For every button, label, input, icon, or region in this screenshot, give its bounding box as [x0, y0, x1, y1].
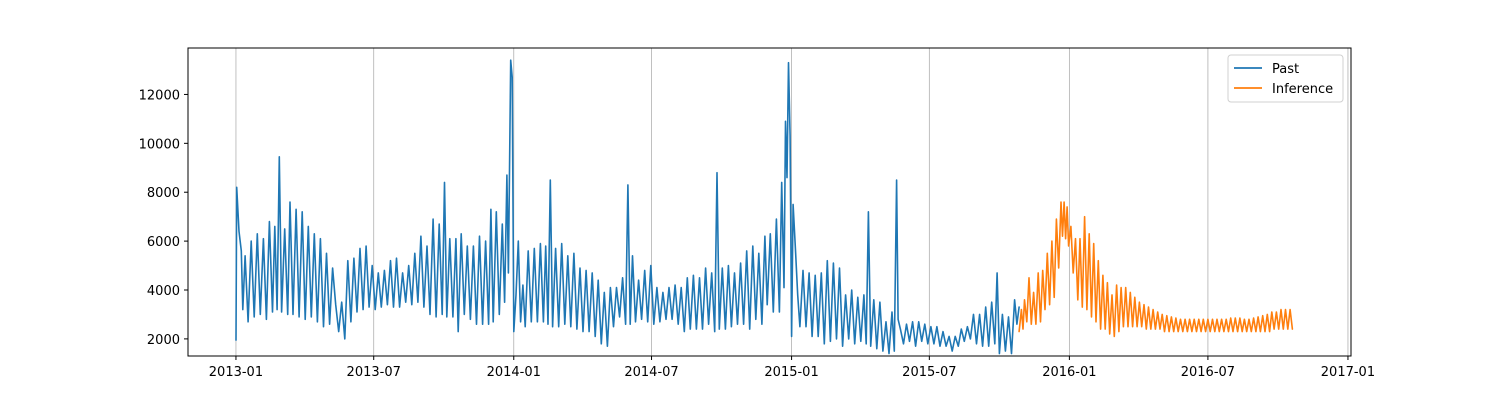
y-tick-label: 12000: [139, 88, 180, 103]
legend-box: [1227, 54, 1344, 103]
x-tick-label: 2013-07: [347, 365, 401, 380]
series-layer: [235, 59, 1294, 355]
legend: Past Inference: [1227, 54, 1344, 103]
x-tick-label: 2015-07: [902, 365, 956, 380]
x-tick-label: 2013-01: [209, 365, 263, 380]
grid-layer: [235, 48, 1349, 356]
y-axis: 2000 4000 6000 8000 10000 12000: [139, 88, 188, 348]
y-tick-label: 10000: [139, 137, 180, 152]
series-line-inference: [1018, 201, 1294, 338]
x-tick-label: 2016-01: [1042, 365, 1096, 380]
series-line-past: [235, 59, 1020, 355]
legend-label-inference: Inference: [1272, 82, 1333, 97]
x-tick-label: 2017-01: [1321, 365, 1375, 380]
y-tick-label: 6000: [147, 235, 180, 250]
y-tick-label: 2000: [147, 333, 180, 348]
legend-label-past: Past: [1272, 62, 1299, 77]
x-tick-label: 2014-01: [487, 365, 541, 380]
y-tick-label: 8000: [147, 186, 180, 201]
x-tick-label: 2014-07: [624, 365, 678, 380]
plot-frame: [187, 47, 1352, 357]
x-tick-label: 2016-07: [1181, 365, 1235, 380]
x-axis: 2013-01 2013-07 2014-01 2014-07 2015-01 2015-…: [209, 356, 1375, 380]
y-tick-label: 4000: [147, 284, 180, 299]
x-tick-label: 2015-01: [764, 365, 818, 380]
